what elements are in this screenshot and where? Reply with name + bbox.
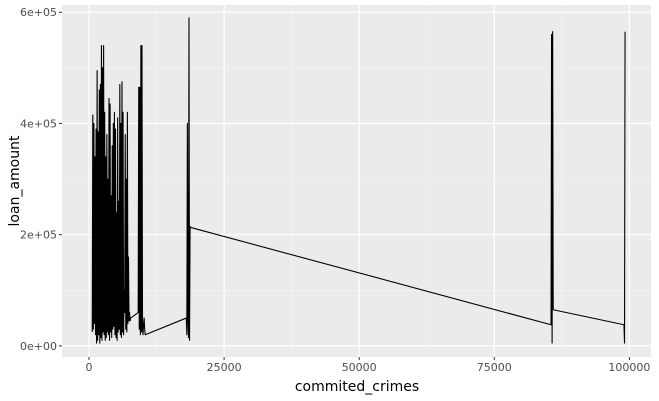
grid-minor [62,5,651,357]
x-tick-label: 50000 [342,361,377,374]
x-axis: 0 25000 50000 75000 100000 [86,357,650,374]
y-axis-title: loan_amount [7,135,23,226]
x-tick-label: 75000 [477,361,512,374]
x-axis-title: commited_crimes [295,379,419,395]
series-line [91,17,626,344]
y-tick-label: 2e+05 [20,229,57,242]
y-tick-label: 4e+05 [20,117,57,130]
y-tick-label: 0e+00 [20,340,57,353]
x-tick-label: 25000 [207,361,242,374]
y-axis: 0e+00 2e+05 4e+05 6e+05 [20,6,62,353]
x-tick-label: 100000 [608,361,650,374]
y-tick-label: 6e+05 [20,6,57,19]
panel-background [62,5,651,357]
x-tick-label: 0 [86,361,93,374]
